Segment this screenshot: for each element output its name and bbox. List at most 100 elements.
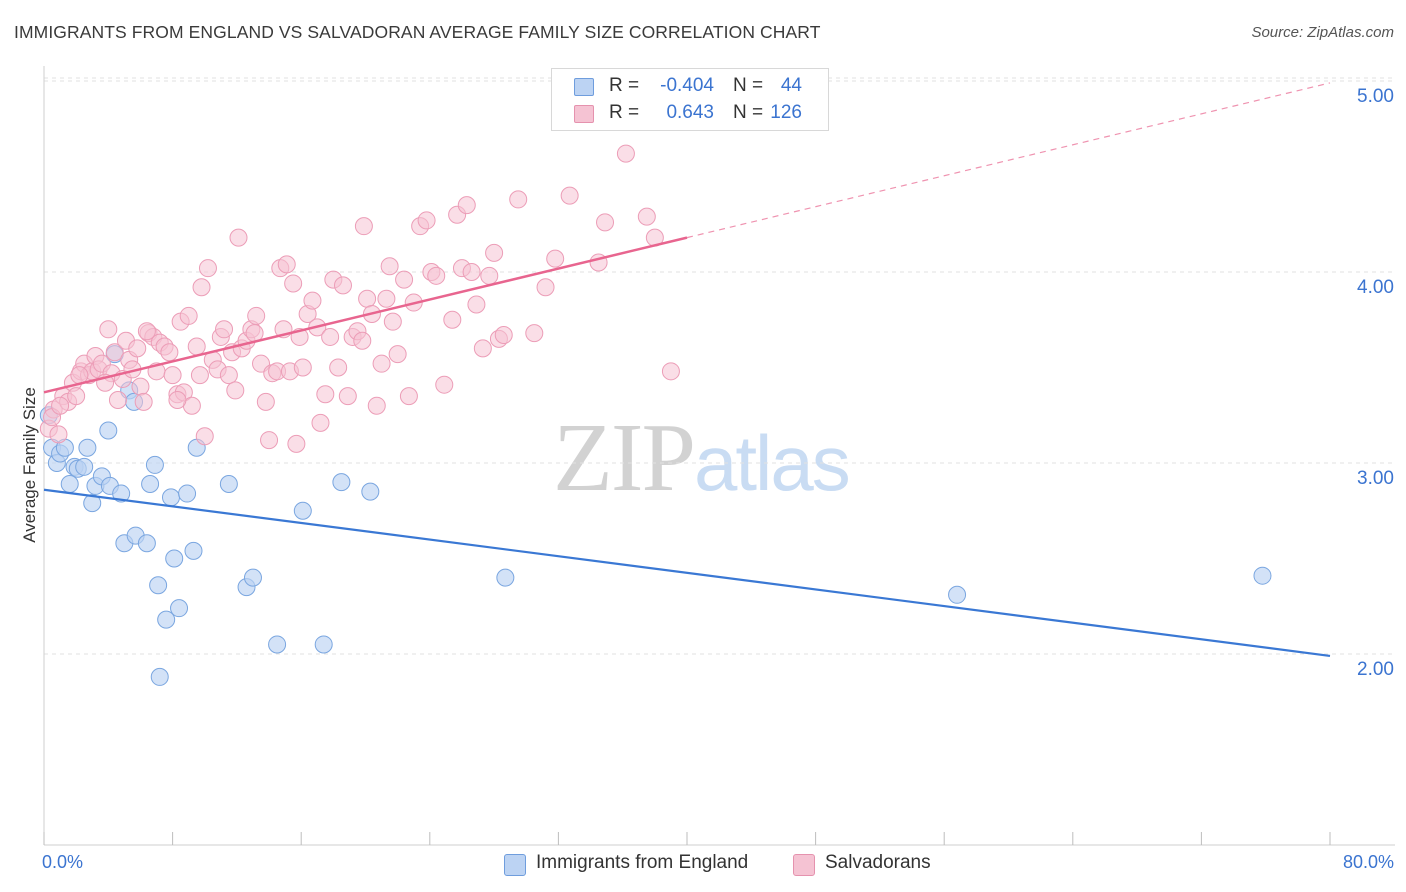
y-axis-label: Average Family Size [20, 387, 39, 543]
salvadoran-point [462, 263, 481, 281]
salvadoran-point [49, 425, 68, 444]
legend-swatch-blue [504, 854, 526, 876]
salvadoran-point [293, 358, 312, 377]
correlation-legend: R = -0.404 N = 44 R = 0.643 N = 126 [551, 68, 829, 131]
grid [44, 77, 1395, 655]
y-tick-label: 2.00 [1357, 659, 1394, 680]
legend-r-value: 0.643 [666, 102, 714, 123]
legend-row-england: R = -0.404 N = 44 [552, 73, 828, 99]
england-point [178, 484, 197, 503]
salvadoran-point [596, 213, 615, 232]
salvadoran-point [525, 324, 544, 343]
salvadoran-point [160, 343, 179, 362]
watermark: ZIPatlas [553, 400, 851, 514]
salvadoran-point [247, 306, 266, 325]
salvadoran-point [131, 377, 150, 396]
england-point [165, 549, 184, 568]
salvadoran-point [480, 266, 499, 285]
salvadoran-point [417, 211, 436, 230]
salvadoran-point [383, 312, 402, 331]
salvadoran-point [260, 431, 279, 450]
legend-n-label: N = [733, 75, 764, 96]
england-point [332, 473, 351, 492]
salvadoran-point [67, 387, 86, 406]
salvadoran-point [380, 257, 399, 276]
legend-n-value: 126 [770, 102, 802, 123]
salvadoran-point [616, 144, 635, 163]
salvadoran-point [51, 396, 70, 415]
x-tick-label: 0.0% [42, 852, 84, 872]
england-point [112, 484, 131, 503]
england-point [83, 494, 102, 513]
salvadoran-point [256, 392, 275, 411]
legend-label-england: Immigrants from England [536, 852, 749, 873]
england-point [99, 421, 118, 440]
legend-swatch-blue [574, 78, 594, 96]
salvadoran-point [70, 366, 89, 385]
salvadoran-trend-line [43, 236, 688, 394]
england-trend-line [43, 488, 1331, 658]
england-point [361, 482, 380, 501]
salvadoran-point [333, 276, 352, 295]
salvadoran-point [219, 366, 238, 385]
chart-title: IMMIGRANTS FROM ENGLAND VS SALVADORAN AV… [14, 22, 821, 42]
england-point [60, 475, 79, 494]
legend-r-value: -0.404 [660, 75, 714, 96]
salvadoran-point [108, 390, 127, 409]
salvadoran-point [485, 243, 504, 262]
england-point [149, 576, 168, 595]
england-points [39, 345, 1272, 686]
england-point [145, 455, 164, 474]
salvadoran-point [467, 295, 486, 314]
salvadoran-point [215, 320, 234, 339]
salvadoran-point [494, 326, 513, 345]
salvadoran-point [443, 310, 462, 329]
salvadoran-point [536, 278, 555, 297]
salvadoran-point [303, 291, 322, 310]
salvadoran-point [395, 270, 414, 289]
salvadoran-point [372, 354, 391, 373]
salvadoran-point [187, 337, 206, 356]
salvadoran-point [311, 413, 330, 432]
axes [43, 66, 1395, 846]
salvadoran-point [190, 366, 209, 385]
england-point [157, 610, 176, 629]
england-point [170, 599, 189, 618]
salvadoran-point [377, 289, 396, 308]
salvadoran-point [284, 274, 303, 293]
salvadoran-point [560, 186, 579, 205]
legend-n-label: N = [733, 102, 764, 123]
salvadoran-point [198, 259, 217, 278]
legend-r-label: R = [609, 75, 640, 96]
salvadoran-point [354, 217, 373, 236]
salvadoran-point [99, 320, 118, 339]
england-point [184, 541, 203, 560]
legend-r-label: R = [609, 102, 640, 123]
trend-lines [43, 82, 1331, 658]
england-point [293, 501, 312, 520]
salvadoran-point [435, 375, 454, 394]
salvadoran-point [546, 249, 565, 268]
source-label: Source: ZipAtlas.com [1251, 24, 1394, 41]
england-point [268, 635, 287, 654]
salvadoran-point [316, 385, 335, 404]
legend-n-value: 44 [780, 75, 802, 96]
salvadoran-point [509, 190, 528, 209]
salvadoran-points [39, 144, 680, 453]
salvadoran-point [192, 278, 211, 297]
england-point [314, 635, 333, 654]
salvadoran-point [287, 434, 306, 453]
salvadoran-point [661, 362, 680, 381]
y-tick-label: 3.00 [1357, 468, 1394, 489]
salvadoran-point [637, 207, 656, 226]
england-point [141, 475, 160, 494]
legend-swatch-pink [793, 854, 815, 876]
salvadoran-point [195, 427, 214, 446]
england-point [78, 438, 97, 457]
y-tick-label: 5.00 [1357, 86, 1394, 107]
salvadoran-point [179, 306, 198, 325]
salvadoran-point [277, 255, 296, 274]
salvadoran-point [427, 266, 446, 285]
salvadoran-point [128, 339, 147, 358]
